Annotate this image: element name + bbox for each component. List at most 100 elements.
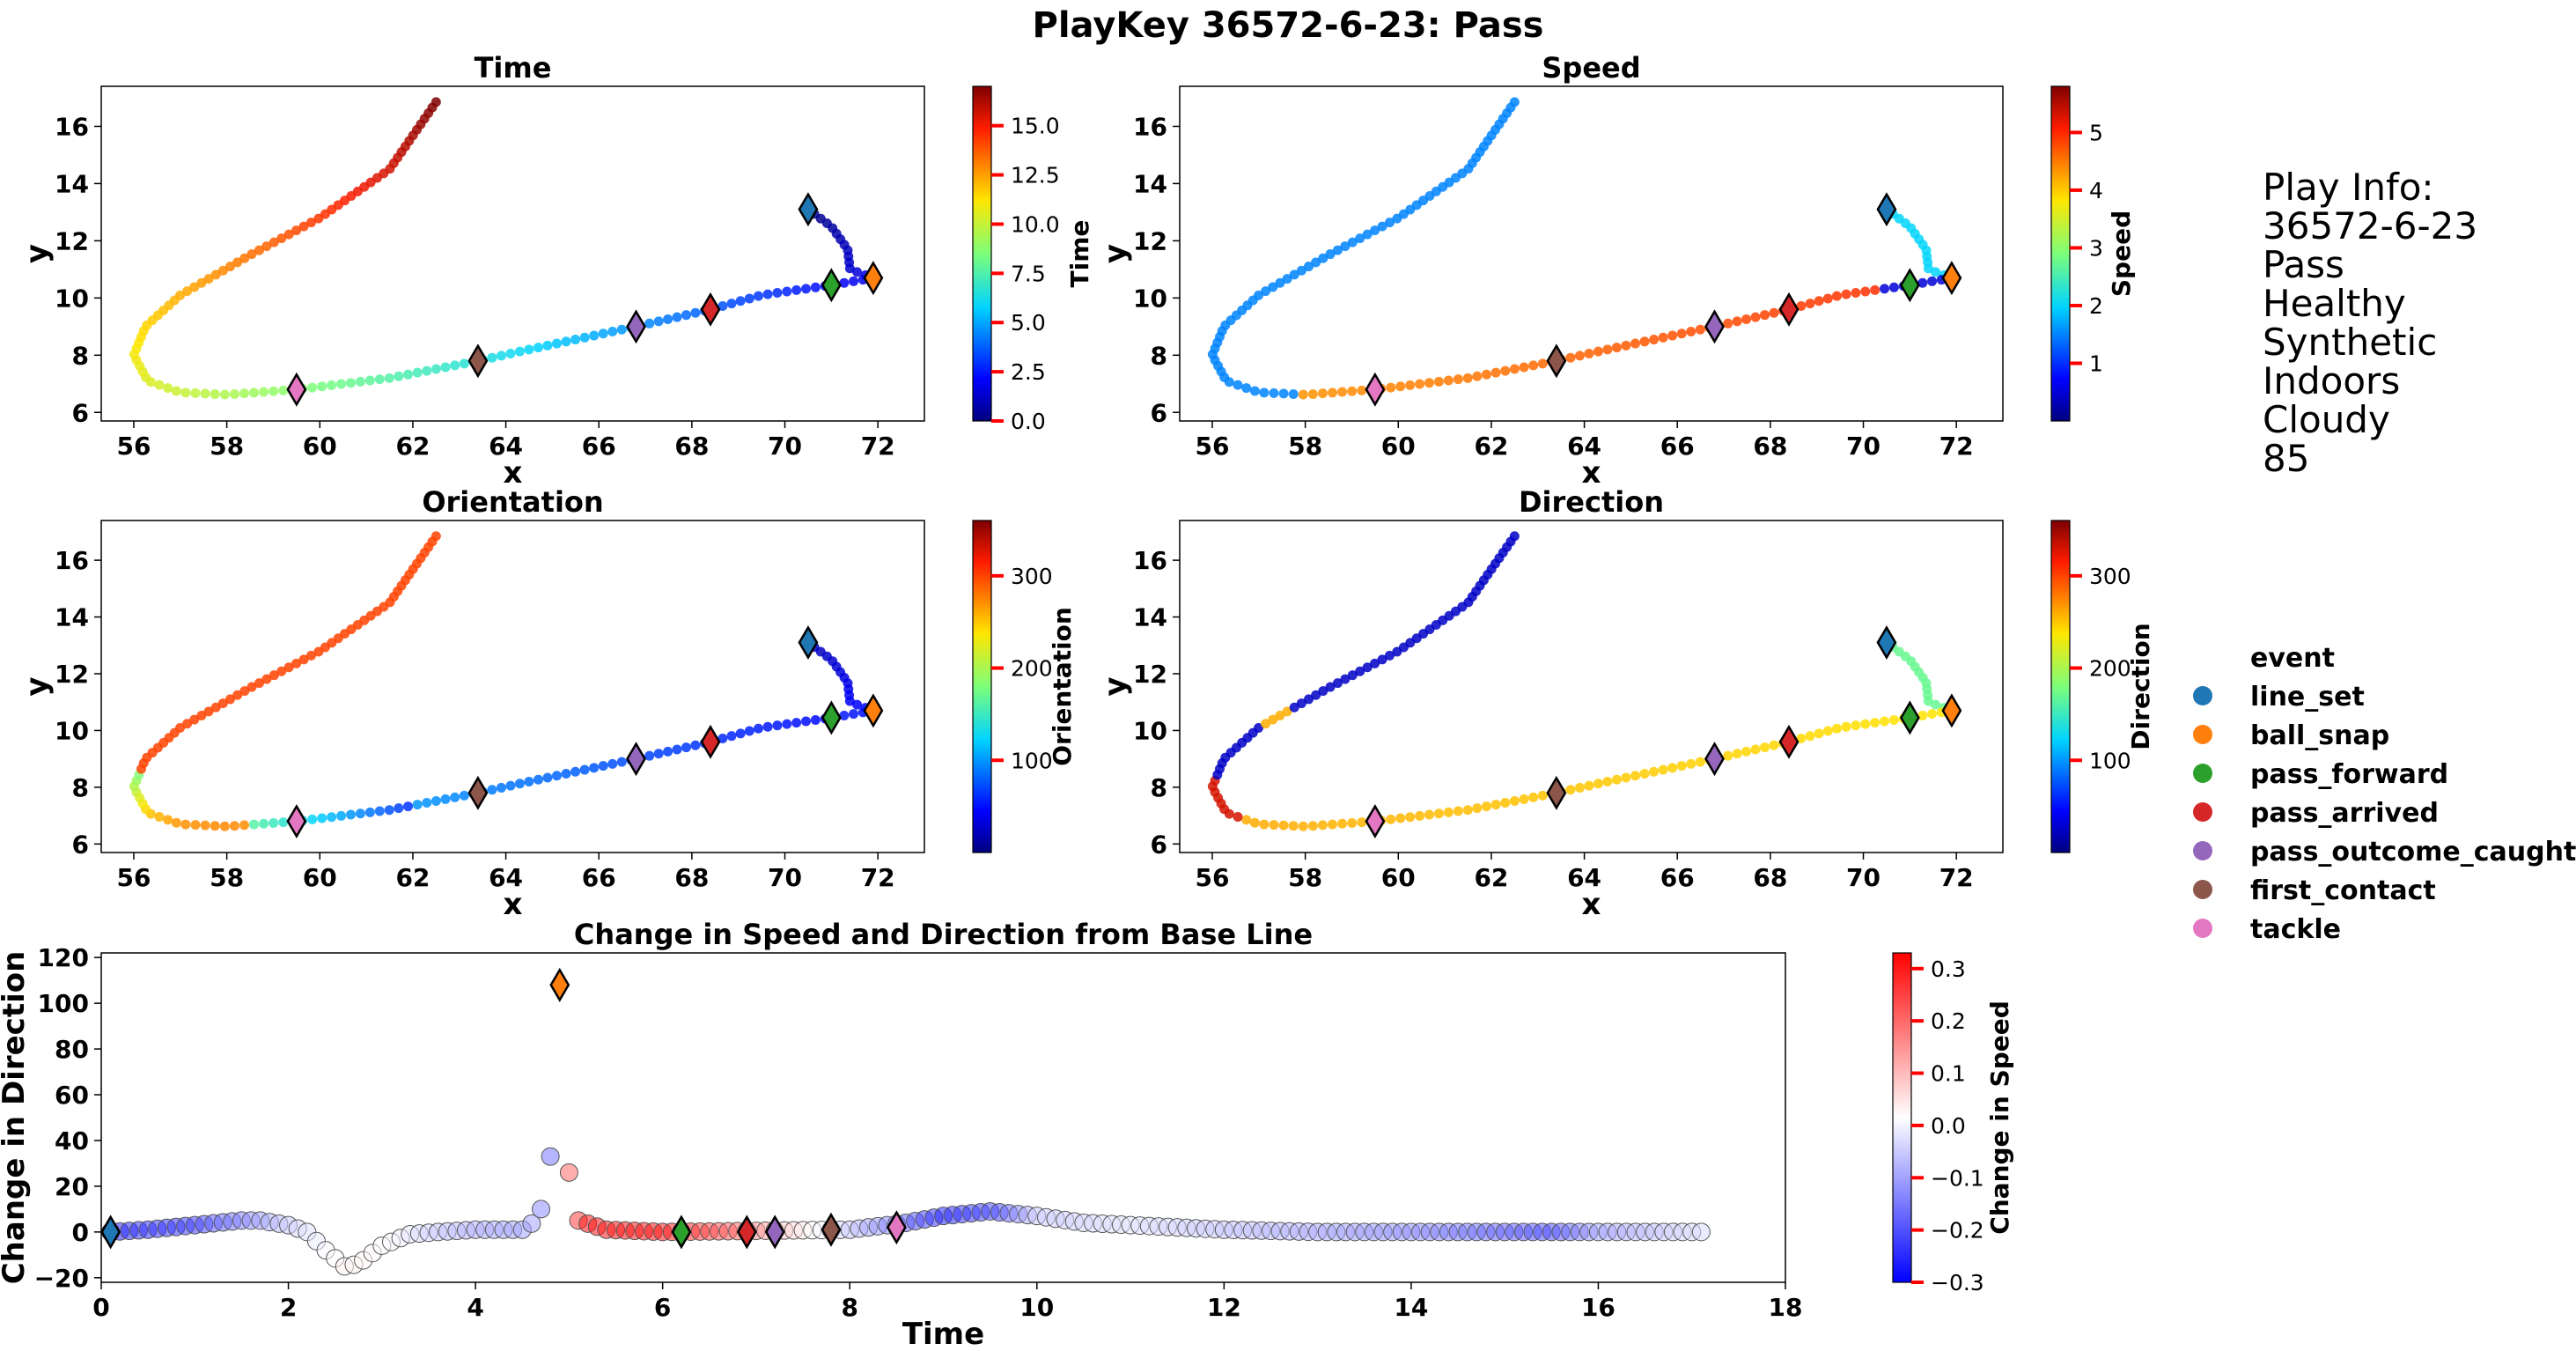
trajectory-point [1340,674,1351,684]
trajectory-point [219,389,230,400]
y-tick-label: 14 [1133,603,1167,632]
trajectory-point [1822,726,1833,736]
trajectory-point [1318,253,1328,263]
trajectory-point [180,388,191,398]
trajectory-point [189,714,200,725]
trajectory-point [196,277,207,288]
trajectory-point [1377,221,1387,232]
colorbar [972,85,992,422]
panel-time: 56 58 60 62 64 66 68 70 726810121416Timexy0.02.5… [19,51,1094,491]
trajectory-point [1509,97,1520,107]
trajectory-point [1923,696,1933,706]
trajectory-point [1386,382,1396,393]
trajectory-point [175,290,186,300]
axes-title: Change in Speed and Direction from Base … [574,918,1313,951]
legend-marker-first-contact [2193,880,2212,899]
trajectory-point [1611,343,1622,353]
legend-label: first_contact [2250,875,2436,906]
trajectory-point [1639,769,1650,779]
trajectory-point [1528,792,1539,802]
trajectory-point [364,807,375,817]
y-axis-label: y [1098,676,1133,696]
trajectory-point [644,750,655,761]
x-tick-label: 6 [654,1293,671,1322]
event-marker-tackle [286,804,307,839]
trajectory-point [1630,771,1641,781]
trajectory-point [1880,284,1890,294]
legend-label: tackle [2250,914,2341,945]
trajectory-point [681,310,691,321]
play-info-line: 36572-6-23 [2263,204,2477,247]
trajectory-point [459,358,469,369]
trajectory-point [440,794,451,804]
trajectory-point [672,312,682,322]
x-tick-label: 72 [1939,863,1974,892]
play-info-line: Cloudy [2263,398,2390,441]
trajectory-point [1686,327,1696,337]
colorbar-tick-label: 3 [2089,235,2103,261]
x-tick-label: 18 [1769,1293,1803,1322]
x-tick-label: 68 [674,432,709,461]
trajectory-point [1649,335,1660,345]
trajectory-point [276,666,287,676]
trajectory-point [217,698,228,709]
x-tick-label: 66 [1660,863,1695,892]
trajectory-point [1917,710,1928,720]
trajectory-point [269,237,279,247]
y-tick-label: 80 [55,1035,89,1064]
trajectory-point [1311,690,1321,700]
x-tick-label: 68 [1753,432,1787,461]
trajectory-point [487,785,497,795]
plot-area [101,86,924,421]
y-tick-label: 14 [55,603,89,632]
y-tick-label: 120 [38,943,89,972]
trajectory-point [533,343,543,353]
colorbar-tick-label: 0.0 [1931,1113,1966,1139]
change-point [532,1200,551,1219]
trajectory-point [431,531,441,542]
trajectory-point [762,721,773,732]
trajectory-point [163,383,173,394]
trajectory-point [1472,371,1483,381]
colorbar-label: Time [1065,220,1094,288]
plot-area [101,520,924,853]
trajectory-point [1602,344,1613,355]
event-marker-pass-outcome-caught [626,742,646,777]
trajectory-point [247,249,257,260]
trajectory-point [744,293,754,304]
trajectory-point [239,820,249,831]
trajectory-point [1686,758,1696,769]
y-tick-label: 100 [38,989,89,1018]
data-marks [1207,97,1962,407]
trajectory-point [1841,721,1851,732]
trajectory-point [681,742,691,753]
trajectory-point [1355,233,1365,244]
x-tick-label: 4 [467,1293,483,1322]
x-tick-label: 16 [1581,1293,1616,1322]
trajectory-point [1750,312,1761,322]
trajectory-point [291,225,302,236]
trajectory-point [579,332,590,343]
x-tick-label: 70 [768,432,802,461]
y-tick-label: 20 [55,1172,89,1201]
axes-title: Orientation [422,485,603,519]
trajectory-point [336,379,347,389]
legend-label: ball_snap [2250,720,2389,751]
colorbar-tick-label: 12.5 [1011,163,1060,188]
x-tick-label: 60 [1381,432,1416,461]
x-tick-label: 68 [1753,863,1787,892]
trajectory-point [203,274,214,284]
axes-title: Direction [1519,485,1664,519]
trajectory-point [1386,814,1396,824]
trajectory-point [533,774,543,785]
colorbar [972,520,992,853]
trajectory-point [1602,776,1613,786]
trajectory-point [239,388,249,399]
trajectory-point [163,815,173,825]
trajectory-point [1750,744,1761,755]
trajectory-point [542,772,553,783]
play-info: Play Info: 36572-6-23 Pass Healthy Synth… [2263,166,2477,480]
y-tick-label: 0 [72,1218,89,1247]
legend-title: event [2250,643,2335,674]
trajectory-point [1723,318,1733,329]
